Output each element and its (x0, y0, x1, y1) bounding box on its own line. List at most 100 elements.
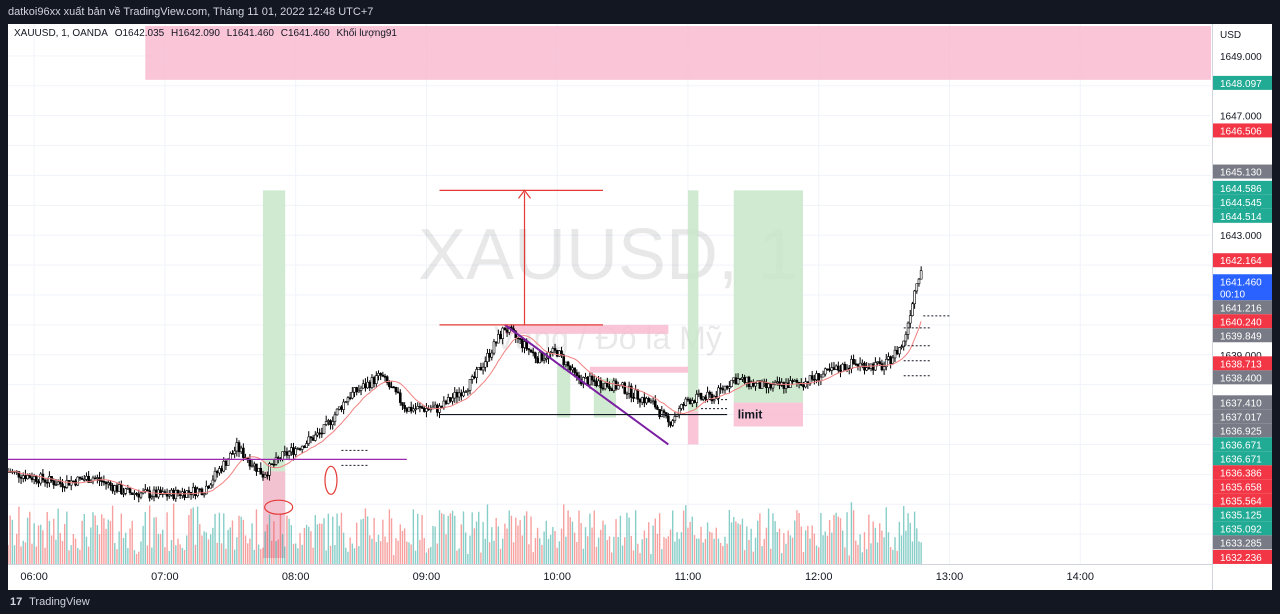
volume-bar (155, 517, 157, 564)
candle-body (769, 383, 773, 389)
candle-body (647, 398, 651, 403)
candle-body (723, 385, 727, 391)
volume-bar (229, 527, 231, 564)
candle-body (296, 448, 300, 450)
candle-body (841, 363, 844, 372)
candle-body (337, 406, 341, 410)
volume-bar (279, 513, 282, 564)
volume-bar (791, 537, 794, 564)
volume-bar (883, 537, 885, 564)
volume-bar (179, 544, 181, 564)
price-tag-label: 1636.925 (1220, 426, 1262, 437)
candle-body (377, 373, 380, 376)
volume-bar (493, 540, 495, 564)
candle-body (392, 386, 396, 389)
candle-body (551, 348, 555, 353)
volume-bar (236, 537, 238, 564)
candle-body (348, 397, 352, 399)
candle-body (113, 485, 117, 492)
candle-body (285, 451, 289, 456)
candle-body (331, 421, 335, 426)
candle-body (638, 399, 642, 403)
volume-bar (92, 512, 94, 564)
volume-bar (227, 529, 229, 564)
candle-body (891, 357, 895, 364)
volume-bar (316, 524, 319, 564)
candle-body (501, 327, 505, 339)
candle-body (616, 385, 620, 390)
tradingview-logo-icon: 17 (10, 596, 23, 608)
volume-bar (79, 549, 81, 564)
volume-bar (920, 542, 922, 564)
volume-bar (194, 544, 197, 564)
price-tag (1213, 395, 1272, 410)
candle-body (754, 382, 757, 387)
volume-bar (624, 537, 626, 564)
candle-body (401, 402, 404, 406)
candle-body (45, 481, 49, 484)
volume-bar (576, 541, 578, 564)
volume-bar (676, 532, 678, 564)
volume-bar (691, 516, 694, 564)
volume-bar (471, 512, 473, 564)
volume-bar (177, 538, 179, 564)
candle-body (440, 405, 443, 408)
volume-bar (615, 519, 617, 564)
volume-bar (761, 546, 763, 564)
volume-bar (284, 546, 286, 564)
volume-bar (393, 555, 395, 564)
candle-body (658, 409, 661, 417)
volume-bar (29, 511, 31, 564)
candle-body (200, 488, 204, 495)
volume-bar (297, 548, 299, 564)
volume-bar (90, 527, 92, 564)
volume-bar (510, 515, 513, 564)
limit-label: limit (738, 408, 763, 422)
volume-bar (637, 543, 639, 564)
volume-bar (386, 542, 388, 564)
candle-body (725, 385, 729, 389)
volume-bar (905, 530, 907, 564)
chart-frame[interactable]: XAUUSD, 1 Vàng / Đô la Mỹ limit 06:00 07:… (6, 24, 1272, 590)
volume-bar (401, 530, 404, 564)
volume-bar (451, 510, 454, 564)
time-axis[interactable]: 06:00 07:00 08:00 09:00 10:00 11:00 12:00 13:00… (8, 564, 1212, 584)
volume-bar (140, 541, 142, 564)
volume-bar (277, 539, 279, 564)
target-arrow[interactable] (518, 189, 531, 325)
volume-bar (796, 510, 798, 564)
candle-body (414, 408, 417, 411)
volume-bar (619, 515, 622, 564)
price-tag-label: 1635.658 (1220, 482, 1262, 493)
candle-body (597, 380, 600, 387)
volume-bar (231, 520, 234, 564)
pink-zone (145, 26, 1211, 80)
volume-bar (713, 538, 715, 564)
volume-bar (870, 543, 872, 564)
volume-bar (168, 551, 170, 564)
candle-body (521, 339, 524, 348)
volume-bar (70, 545, 72, 564)
drawing-lines-layer[interactable] (8, 189, 728, 460)
volume-bar (336, 513, 338, 564)
candle-body (425, 408, 428, 412)
time-tick-label: 08:00 (282, 571, 310, 583)
candle-body (96, 477, 99, 479)
time-tick-label: 12:00 (805, 571, 833, 583)
volume-bar (207, 539, 210, 564)
volume-bar (606, 540, 609, 564)
candle-body (682, 404, 685, 406)
volume-bar (828, 520, 831, 564)
highlight-ellipse (264, 499, 294, 515)
volume-bar (499, 548, 502, 564)
price-axis[interactable]: USD1649.0001647.0001644.0001643.0001639.… (1212, 24, 1272, 590)
candle-body (52, 480, 56, 486)
candle-body (564, 361, 568, 365)
volume-bar (127, 548, 129, 564)
candle-body (313, 434, 317, 441)
volume-bar (848, 555, 850, 564)
volume-bar (896, 550, 898, 564)
volume-bar (512, 542, 515, 564)
volume-bar (656, 533, 659, 564)
chart-svg[interactable]: XAUUSD, 1 Vàng / Đô la Mỹ limit 06:00 07:… (6, 24, 1272, 590)
